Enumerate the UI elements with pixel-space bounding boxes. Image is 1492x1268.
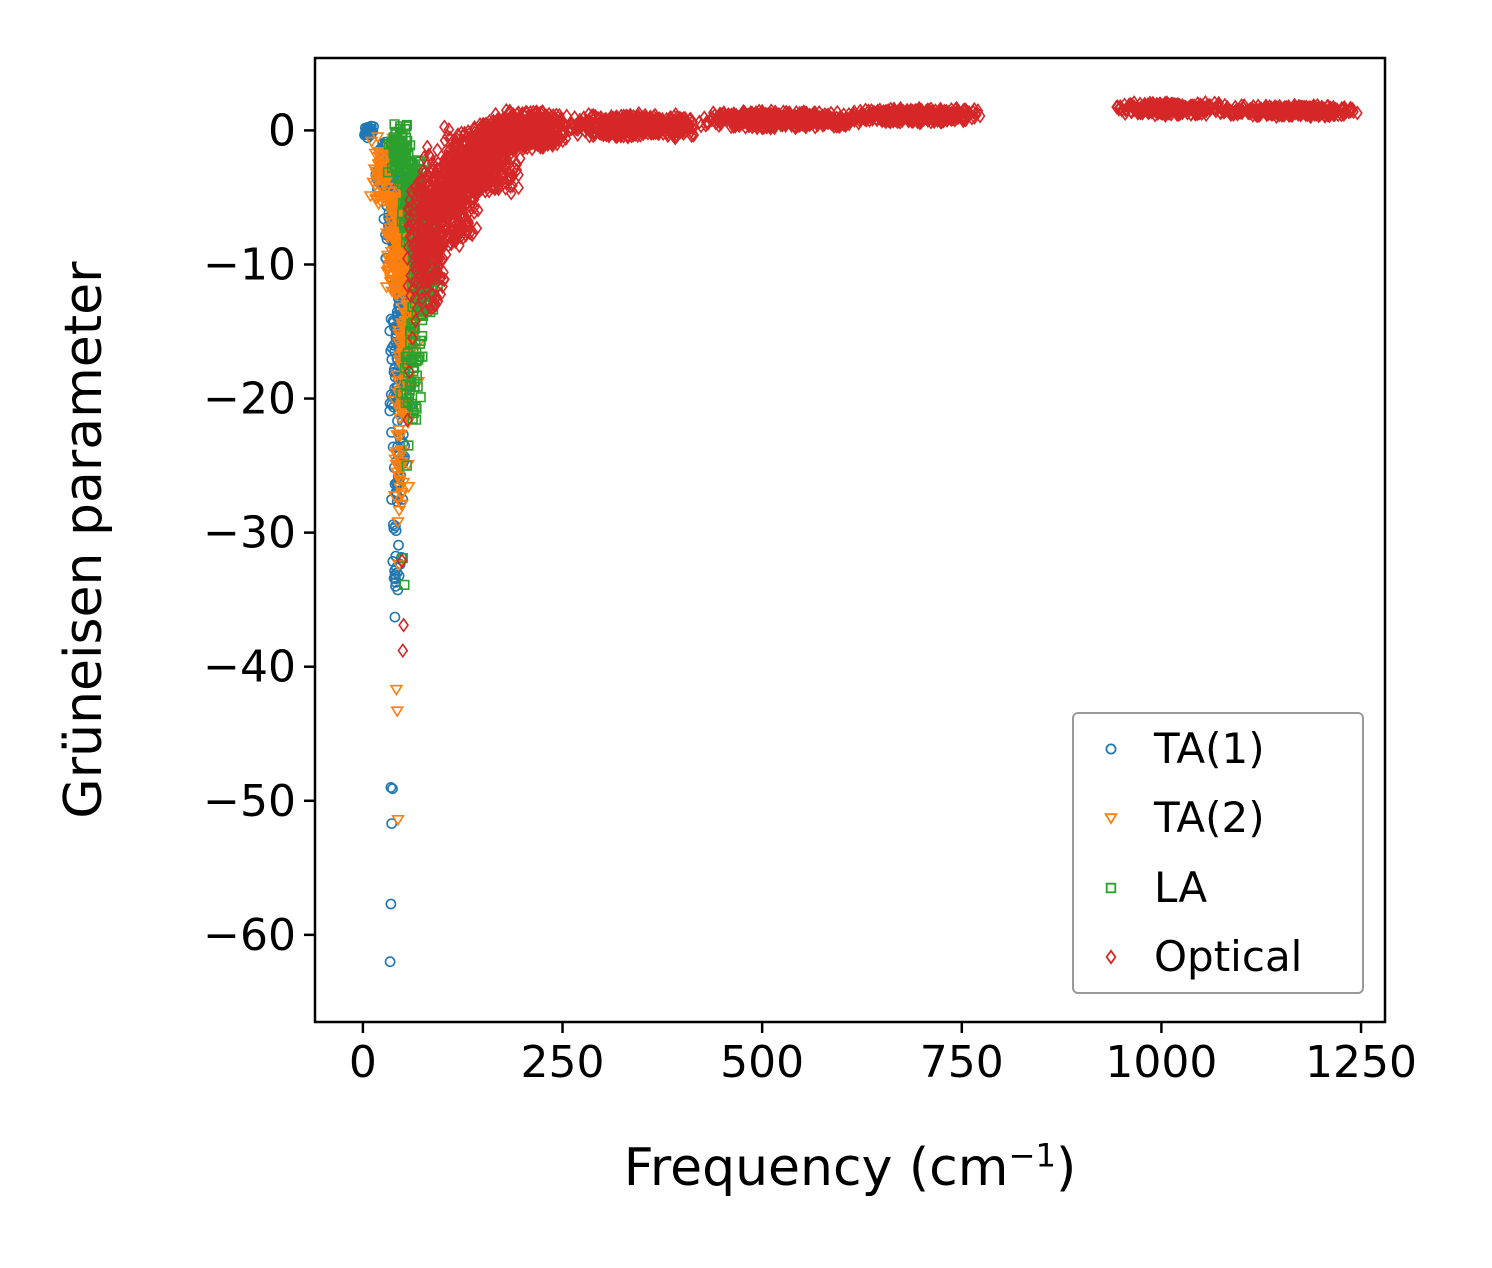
- legend-item-ta1: TA(1): [1096, 723, 1362, 773]
- series-points-optical: [396, 94, 1363, 659]
- legend: TA(1) TA(2) LA Optical: [1072, 712, 1364, 994]
- x-tick-label: 0: [349, 1037, 377, 1088]
- y-axis-label: Grüneisen parameter: [54, 261, 114, 818]
- x-axis-label: Frequency (cm−1): [624, 1138, 1077, 1198]
- ta2-triangle-marker-icon: [1104, 813, 1118, 826]
- legend-item-optical: Optical: [1096, 936, 1362, 978]
- y-tick-label: −30: [203, 508, 296, 559]
- legend-label-ta2: TA(2): [1154, 793, 1265, 843]
- y-tick-label: −60: [203, 910, 296, 961]
- y-tick-label: −10: [203, 239, 296, 290]
- legend-label-ta1: TA(1): [1154, 723, 1265, 773]
- x-axis-label-superscript: −1: [1008, 1136, 1056, 1175]
- optical-diamond-marker-icon: [1105, 949, 1117, 966]
- la-square-marker-icon: [1105, 882, 1117, 893]
- x-tick-label: 500: [720, 1037, 804, 1088]
- ta1-circle-marker-icon: [1105, 743, 1117, 755]
- x-tick-label: 250: [521, 1037, 605, 1088]
- x-tick-label: 750: [920, 1037, 1004, 1088]
- legend-item-ta2: TA(2): [1096, 797, 1362, 839]
- x-tick-label: 1000: [1105, 1037, 1217, 1088]
- y-tick-label: −50: [203, 776, 296, 827]
- x-axis-label-prefix: Frequency (cm: [623, 1138, 1009, 1198]
- y-tick-label: 0: [268, 105, 296, 156]
- y-tick-label: −20: [203, 374, 296, 425]
- axes-spines: [313, 56, 1387, 1024]
- y-axis-label-text: Grüneisen parameter: [54, 261, 114, 819]
- x-axis-label-suffix: ): [1055, 1138, 1077, 1198]
- legend-item-la: LA: [1096, 862, 1362, 912]
- x-tick-label: 1250: [1305, 1037, 1417, 1088]
- legend-label-la: LA: [1154, 862, 1208, 912]
- y-tick-label: −40: [203, 642, 296, 693]
- legend-label-optical: Optical: [1154, 932, 1303, 982]
